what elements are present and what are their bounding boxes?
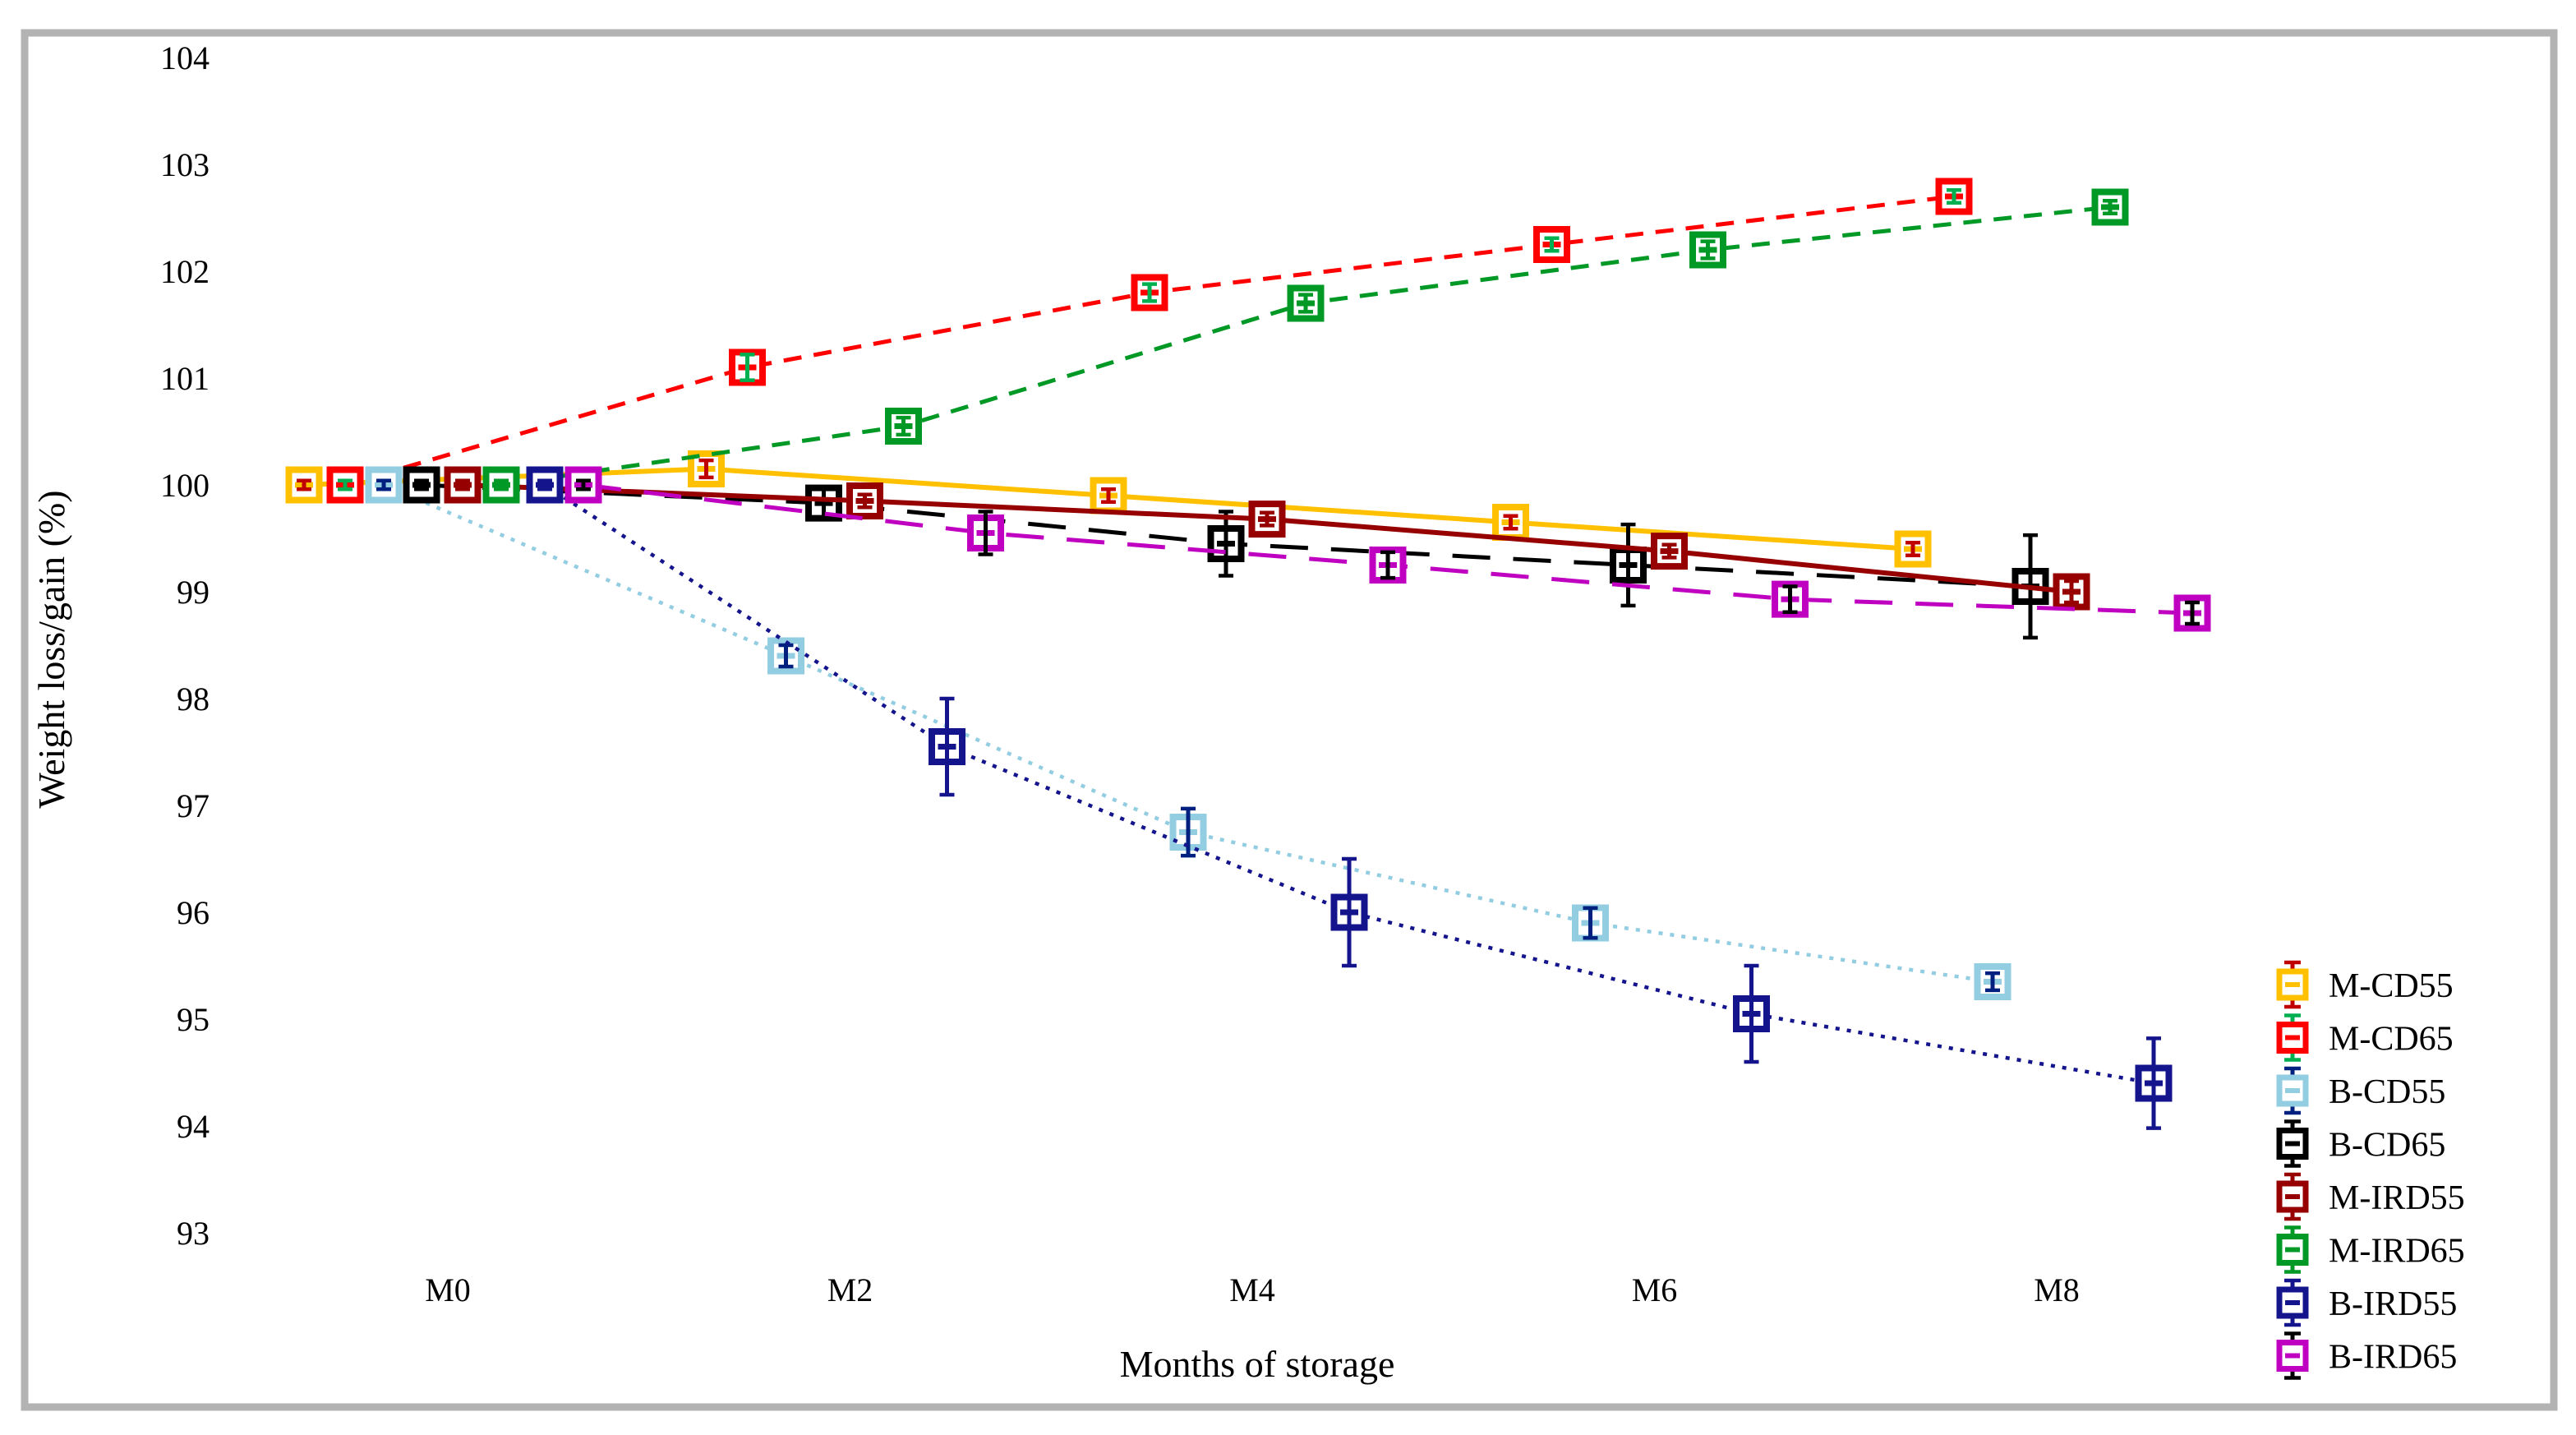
legend-item-b-cd65: B-CD65 [2276, 1119, 2445, 1168]
data-point-marker [2091, 188, 2129, 226]
y-tick-label: 93 [177, 1215, 210, 1252]
series-m-ird55 [444, 466, 2090, 611]
figure-border [21, 29, 2558, 1411]
series-m-ird65 [482, 188, 2129, 504]
y-tick-label: 99 [177, 574, 210, 611]
series-m-cd65 [326, 178, 1973, 504]
x-tick-label: M4 [1229, 1271, 1275, 1308]
legend-label: M-IRD65 [2329, 1233, 2465, 1271]
y-tick-label: 98 [177, 681, 210, 718]
plot-area [285, 178, 2211, 1130]
legend-item-m-cd65: M-CD65 [2276, 1013, 2454, 1062]
data-point-marker [285, 466, 323, 504]
legend-label: B-CD55 [2329, 1073, 2445, 1111]
legend-marker [2276, 1074, 2309, 1107]
legend-marker [2276, 1128, 2309, 1160]
y-tick-label: 103 [160, 146, 210, 183]
legend-item-b-ird65: B-IRD65 [2276, 1331, 2457, 1380]
legend-label: M-CD65 [2329, 1021, 2454, 1059]
x-axis-title: Months of storage [1120, 1343, 1395, 1385]
series-b-cd55 [365, 466, 2011, 1000]
y-tick-label: 95 [177, 1001, 210, 1038]
x-tick-label: M6 [1632, 1271, 1678, 1308]
x-tick-label: M0 [425, 1271, 471, 1308]
data-point-marker [365, 466, 403, 504]
legend-label: M-IRD55 [2329, 1179, 2465, 1217]
legend-item-b-cd55: B-CD55 [2276, 1066, 2445, 1115]
legend-label: B-IRD55 [2329, 1285, 2457, 1323]
x-tick-label: M8 [2034, 1271, 2080, 1308]
legend-label: M-CD55 [2329, 967, 2454, 1005]
x-tick-label: M2 [827, 1271, 873, 1308]
y-tick-label: 100 [160, 467, 210, 504]
legend-item-b-ird55: B-IRD55 [2276, 1278, 2457, 1327]
y-tick-label: 101 [160, 360, 210, 397]
y-axis-title: Weight loss/gain (%) [30, 490, 72, 808]
y-tick-label: 104 [160, 39, 210, 76]
series-b-ird55 [526, 466, 2173, 1130]
y-tick-label: 96 [177, 894, 210, 931]
legend-item-m-ird65: M-IRD65 [2276, 1225, 2465, 1274]
y-tick-label: 102 [160, 253, 210, 290]
y-tick-label: 94 [177, 1108, 210, 1145]
legend-label: B-IRD65 [2329, 1339, 2457, 1377]
data-point-marker [565, 466, 602, 504]
data-point-marker [526, 466, 564, 504]
legend-label: B-CD65 [2329, 1127, 2445, 1165]
series-b-ird65 [565, 466, 2211, 632]
y-tick-label: 97 [177, 787, 210, 824]
legend: M-CD55 M-CD65 B-CD55 B-CD65 M-IRD55 M-IRD65 B-… [2276, 960, 2465, 1380]
axis-ticks: 93 94 95 96 97 98 99 100 101 102 103 104 M0 M2 M4 M6 M8 [160, 39, 2080, 1308]
legend-item-m-ird55: M-IRD55 [2276, 1172, 2465, 1221]
legend-item-m-cd55: M-CD55 [2276, 960, 2454, 1009]
